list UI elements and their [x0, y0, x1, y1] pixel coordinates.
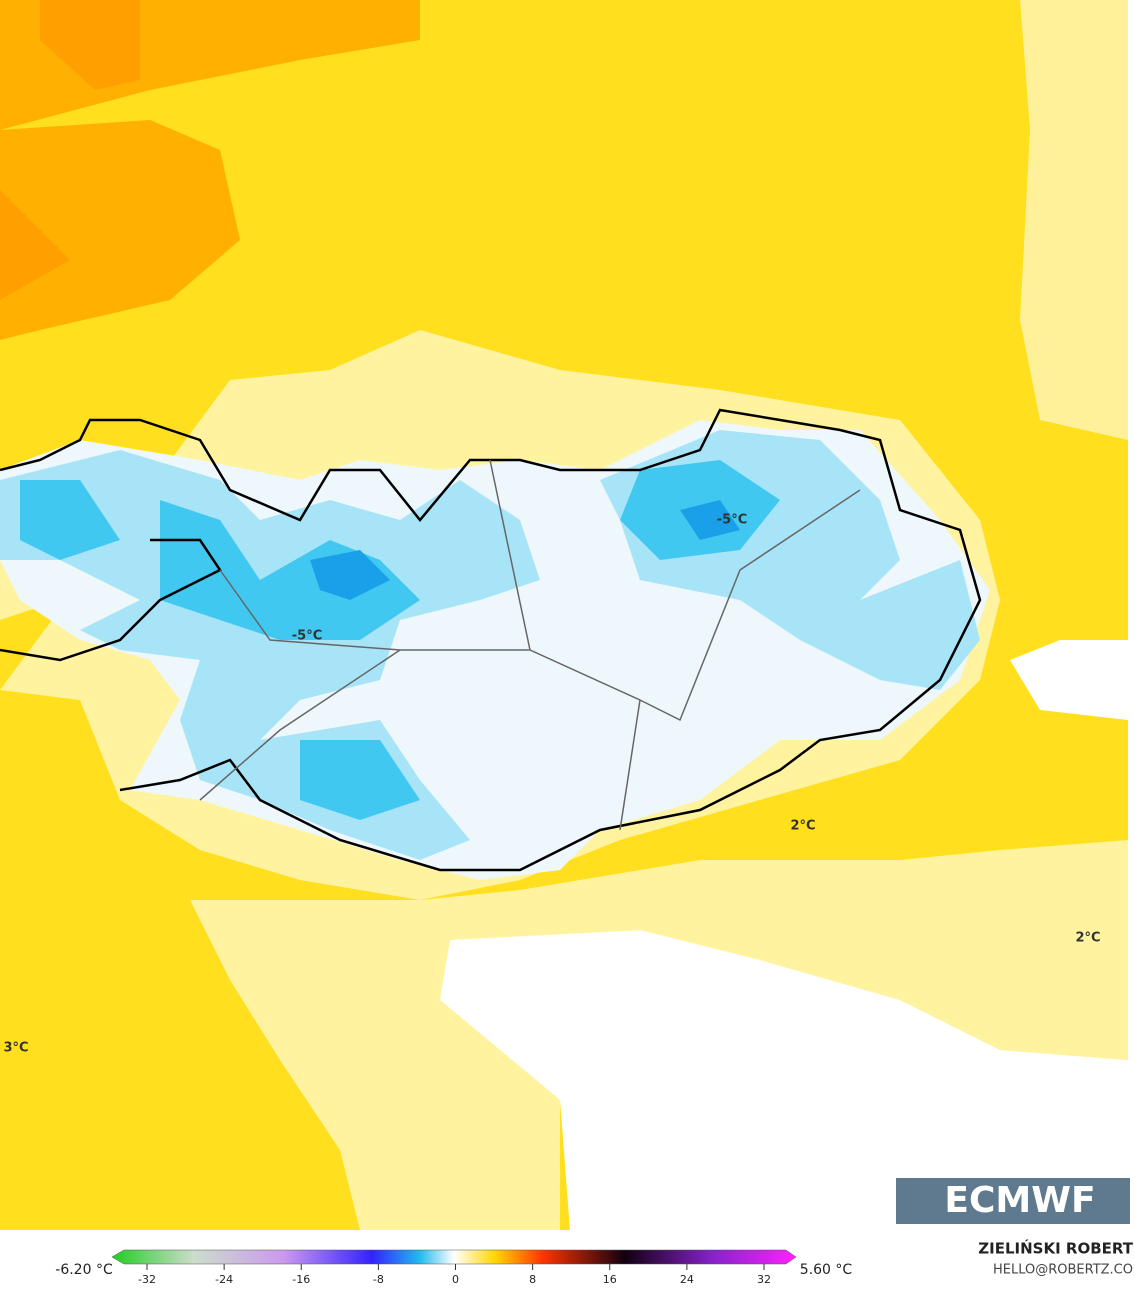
colorbar-tick-label: 0 [452, 1273, 459, 1286]
colorbar-tick-label: -8 [373, 1273, 384, 1286]
coldest-area [310, 500, 740, 600]
colorbar-tick-label: -16 [292, 1273, 310, 1286]
colorbar-tick-label: 24 [680, 1273, 694, 1286]
pale-area [1020, 0, 1128, 440]
mild-area [190, 840, 1128, 1230]
colorbar-tick-label: -32 [138, 1273, 156, 1286]
contact: HELLO@ROBERTZ.CO [993, 1263, 1133, 1278]
min-value: -6.20 °C [55, 1262, 113, 1278]
coastline [0, 408, 982, 872]
colorbar-tick-label: -24 [215, 1273, 233, 1286]
region-border [199, 459, 861, 831]
colorbar [111, 1249, 797, 1265]
contour-label: 2°C [790, 819, 815, 834]
contour-label: 2°C [1075, 931, 1100, 946]
colder-area [20, 460, 780, 820]
contour-label: 3°C [3, 1041, 28, 1056]
logo-box [896, 1178, 1130, 1224]
contour-label: -5°C [717, 513, 747, 528]
warmer-area [0, 0, 140, 300]
author: ZIELIŃSKI ROBERT [978, 1239, 1133, 1258]
max-value: 5.60 °C [800, 1262, 853, 1278]
cool-area [440, 640, 1128, 1230]
colorbar-tick-label: 8 [529, 1273, 536, 1286]
colorbar-tick-label: 16 [603, 1273, 617, 1286]
logo: ECMWF [944, 1180, 1095, 1221]
contour-label: -5°C [292, 629, 322, 644]
colorbar-tick-label: 32 [757, 1273, 771, 1286]
